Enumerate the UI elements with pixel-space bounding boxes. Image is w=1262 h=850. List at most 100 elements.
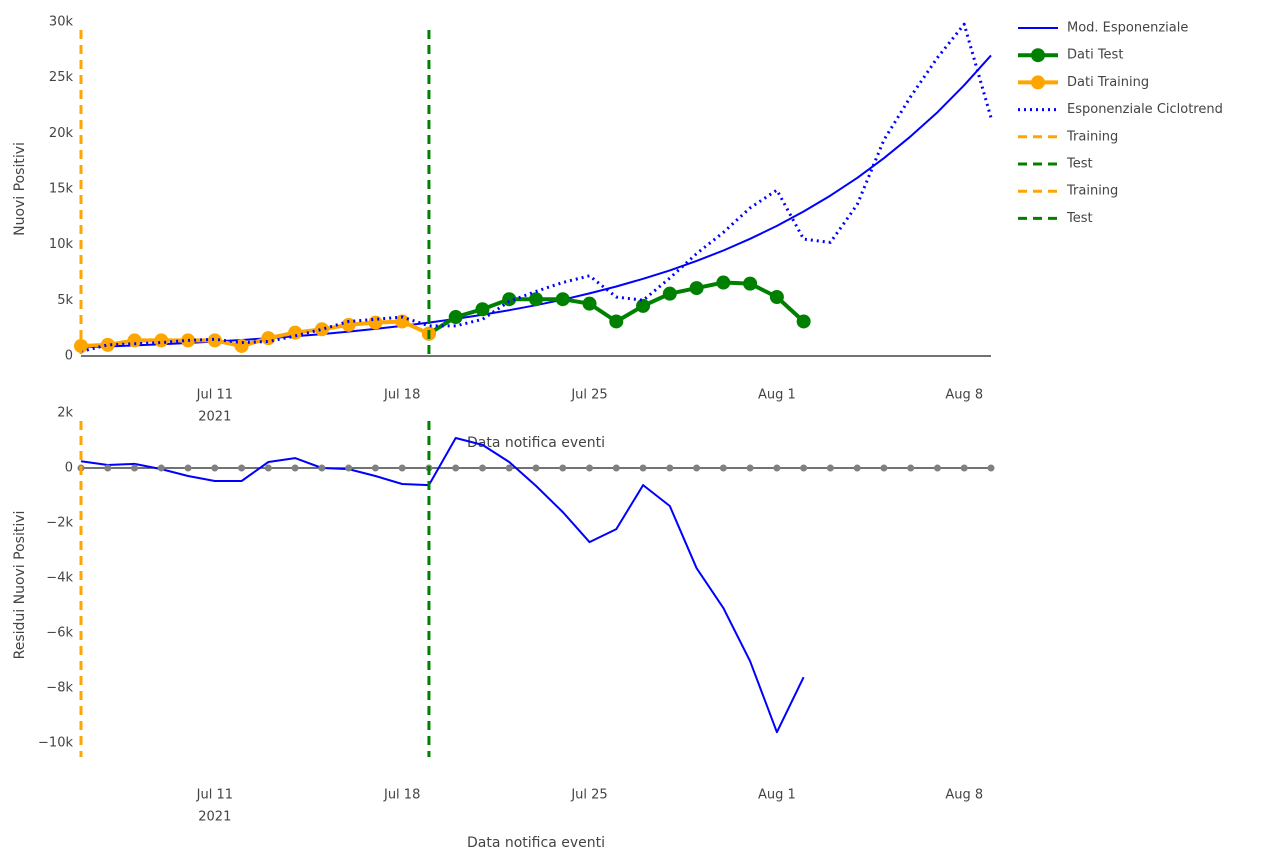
y-axis-title: Residui Nuovi Positivi <box>12 511 28 660</box>
series-marker <box>662 286 677 301</box>
y-tick-label: 2k <box>57 406 73 421</box>
legend-marker <box>1031 75 1045 90</box>
series-line <box>80 22 993 353</box>
y-tick-label: 0 <box>65 349 73 364</box>
series-marker <box>157 464 165 472</box>
legend-marker <box>1031 48 1045 63</box>
series-marker <box>769 289 784 304</box>
series-marker <box>639 464 647 472</box>
series-marker <box>636 298 651 313</box>
series-marker <box>586 464 594 472</box>
series-marker <box>609 314 624 329</box>
series-marker <box>127 333 142 348</box>
x-tick-label: Aug 8 <box>945 788 983 803</box>
x-axis-title: Data notifica eventi <box>467 835 605 850</box>
x-tick-label: Aug 1 <box>758 388 796 403</box>
x-tick-label: Jul 18 <box>383 388 420 403</box>
series-marker <box>746 464 754 472</box>
series-line <box>80 437 805 734</box>
series-marker <box>555 292 570 307</box>
y-tick-label: −2k <box>46 516 73 531</box>
y-tick-label: −8k <box>46 681 73 696</box>
x-tick-label: Jul 25 <box>570 388 607 403</box>
series-marker <box>238 464 246 472</box>
x-tick-label: Jul 25 <box>570 788 607 803</box>
series-marker <box>800 464 808 472</box>
series-marker <box>398 464 406 472</box>
series-marker <box>100 337 115 352</box>
series-marker <box>743 276 758 291</box>
y-tick-label: 25k <box>49 70 74 85</box>
y-tick-label: 15k <box>49 182 74 197</box>
series-marker <box>211 464 219 472</box>
series-marker <box>612 464 620 472</box>
series-marker <box>478 464 486 472</box>
x-tick-year: 2021 <box>198 810 231 825</box>
series-marker <box>987 464 995 472</box>
x-tick-label: Jul 18 <box>383 788 420 803</box>
legend-label: Esponenziale Ciclotrend <box>1067 102 1223 117</box>
x-tick-label: Aug 8 <box>945 388 983 403</box>
y-tick-label: 0 <box>65 461 73 476</box>
x-tick-label: Jul 11 <box>196 788 233 803</box>
series-marker <box>505 464 513 472</box>
series-marker <box>475 302 490 317</box>
series-marker <box>689 281 704 296</box>
series-marker <box>395 314 410 329</box>
y-tick-label: 5k <box>57 293 73 308</box>
y-tick-label: −4k <box>46 571 73 586</box>
legend-label: Test <box>1066 211 1093 226</box>
series-marker <box>826 464 834 472</box>
x-tick-label: Jul 11 <box>196 388 233 403</box>
series-marker <box>261 331 276 346</box>
series-marker <box>234 338 249 353</box>
series-marker <box>291 464 299 472</box>
series-marker <box>559 464 567 472</box>
y-axis-title: Nuovi Positivi <box>12 142 28 236</box>
series-marker <box>154 333 169 348</box>
series-marker <box>368 315 383 330</box>
legend-label: Mod. Esponenziale <box>1067 21 1188 36</box>
series-marker <box>288 325 303 340</box>
series-marker <box>207 333 222 348</box>
legend-label: Test <box>1066 157 1093 172</box>
series-marker <box>716 275 731 290</box>
series-marker <box>131 464 139 472</box>
series-marker <box>773 464 781 472</box>
series-marker <box>104 464 112 472</box>
y-tick-label: −6k <box>46 626 73 641</box>
series-marker <box>264 464 272 472</box>
series-marker <box>960 464 968 472</box>
series-marker <box>184 464 192 472</box>
series-marker <box>371 464 379 472</box>
y-tick-label: 10k <box>49 237 74 252</box>
series-marker <box>853 464 861 472</box>
x-tick-label: Aug 1 <box>758 788 796 803</box>
x-axis-title: Data notifica eventi <box>467 435 605 451</box>
series-marker <box>318 464 326 472</box>
series-marker <box>502 292 517 307</box>
series-marker <box>719 464 727 472</box>
legend-label: Dati Training <box>1067 75 1149 90</box>
series-marker <box>532 464 540 472</box>
series-marker <box>452 464 460 472</box>
y-tick-label: 20k <box>49 126 74 141</box>
series-marker <box>907 464 915 472</box>
series-marker <box>345 464 353 472</box>
series-marker <box>181 333 196 348</box>
series-marker <box>666 464 674 472</box>
y-tick-label: −10k <box>38 736 73 751</box>
series-marker <box>582 296 597 311</box>
series-marker <box>933 464 941 472</box>
legend-label: Dati Test <box>1067 48 1123 63</box>
series-marker <box>796 314 811 329</box>
series-marker <box>341 317 356 332</box>
series-marker <box>529 292 543 307</box>
x-tick-year: 2021 <box>198 410 231 425</box>
series-marker <box>693 464 701 472</box>
series-marker <box>448 310 463 325</box>
legend-label: Training <box>1066 129 1118 144</box>
series-marker <box>314 322 329 337</box>
legend-label: Training <box>1066 184 1118 199</box>
